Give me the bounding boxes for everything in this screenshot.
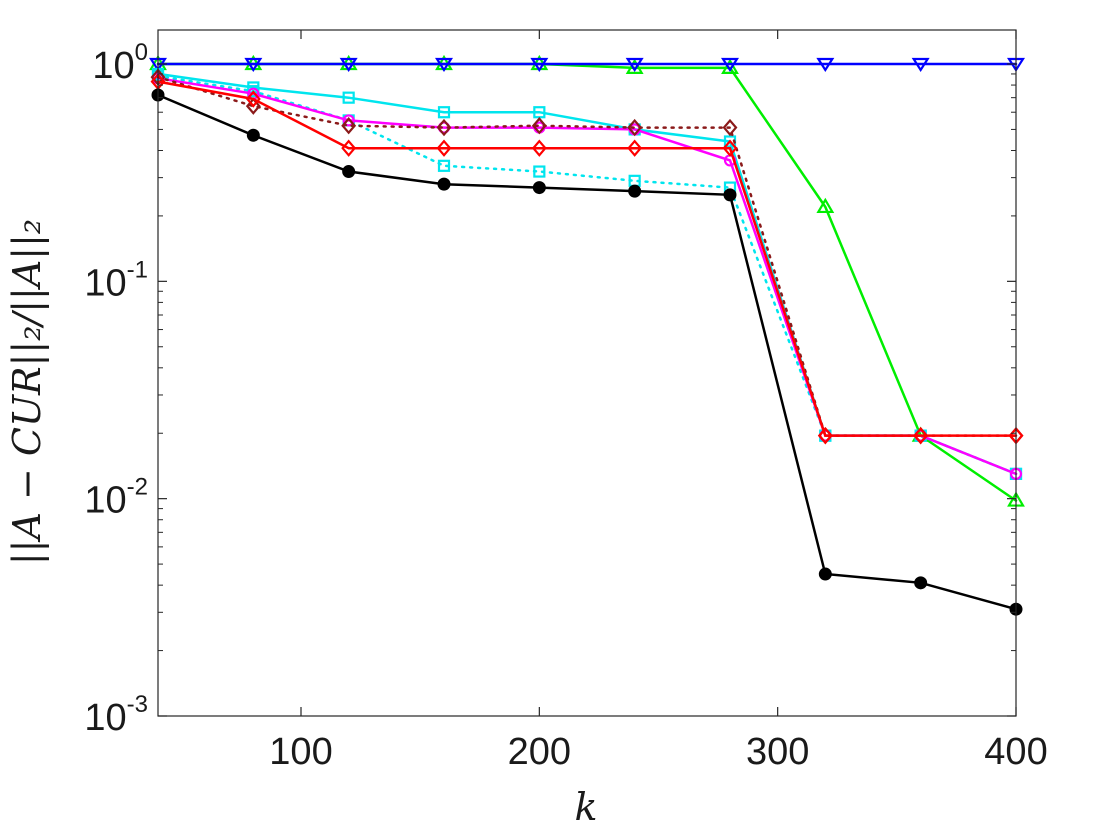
plot-background bbox=[158, 30, 1016, 716]
data-point bbox=[628, 184, 642, 198]
y-tick-label: 100 bbox=[92, 39, 148, 87]
y-tick-exponent: 0 bbox=[135, 39, 148, 66]
plot-area bbox=[158, 30, 1016, 716]
y-tick-base: 10 bbox=[92, 45, 134, 87]
data-point bbox=[625, 58, 644, 74]
data-point bbox=[625, 57, 644, 73]
data-point bbox=[434, 57, 454, 73]
series-7 bbox=[150, 72, 1024, 445]
y-tick-base: 10 bbox=[84, 697, 126, 739]
y-tick-exponent: -3 bbox=[127, 691, 148, 718]
data-point bbox=[627, 118, 643, 137]
series-line bbox=[156, 93, 1018, 611]
data-point bbox=[532, 181, 546, 195]
data-point bbox=[627, 139, 643, 157]
data-point bbox=[818, 567, 832, 581]
data-point bbox=[816, 57, 835, 73]
y-tick-label: 10-3 bbox=[84, 691, 148, 739]
data-point bbox=[817, 426, 833, 445]
data-point bbox=[914, 576, 928, 590]
series-8 bbox=[151, 88, 1023, 616]
data-point bbox=[339, 57, 358, 73]
data-point bbox=[245, 90, 261, 108]
data-point bbox=[246, 128, 260, 142]
data-point bbox=[341, 117, 357, 135]
series-line bbox=[156, 80, 1018, 437]
data-point bbox=[437, 106, 451, 119]
data-point bbox=[531, 117, 547, 135]
data-point bbox=[721, 58, 739, 74]
data-point bbox=[244, 57, 263, 73]
y-tick-exponent: -1 bbox=[127, 256, 148, 283]
data-point bbox=[531, 139, 547, 157]
y-tick-label: 10-1 bbox=[84, 256, 148, 304]
data-point bbox=[437, 159, 451, 172]
y-tick-label: 10-2 bbox=[84, 474, 148, 522]
y-axis-label: ||A − CUR||₂/||A||₂ bbox=[5, 219, 49, 565]
data-point bbox=[533, 165, 546, 178]
data-point bbox=[720, 57, 740, 73]
y-tick-base: 10 bbox=[84, 262, 126, 304]
x-tick-label: 100 bbox=[269, 731, 332, 773]
y-tick-base: 10 bbox=[84, 480, 126, 522]
x-axis-label: k bbox=[574, 785, 597, 829]
data-point bbox=[723, 188, 737, 202]
data-point bbox=[342, 91, 355, 104]
x-tick-label: 300 bbox=[746, 731, 809, 773]
y-tick-exponent: -2 bbox=[127, 474, 148, 501]
data-point bbox=[722, 118, 738, 137]
data-point bbox=[530, 57, 549, 73]
data-point bbox=[245, 97, 261, 115]
data-point bbox=[436, 139, 452, 157]
x-tick-label: 200 bbox=[508, 731, 571, 773]
data-point bbox=[913, 426, 929, 445]
data-point bbox=[341, 139, 357, 157]
data-point bbox=[437, 177, 451, 191]
data-point bbox=[722, 139, 738, 157]
data-point bbox=[911, 57, 930, 73]
data-point bbox=[342, 165, 356, 179]
data-point bbox=[342, 114, 355, 127]
plot-frame bbox=[157, 29, 1017, 717]
x-tick-label: 400 bbox=[984, 731, 1047, 773]
data-point bbox=[436, 118, 452, 137]
data-point bbox=[816, 197, 835, 214]
